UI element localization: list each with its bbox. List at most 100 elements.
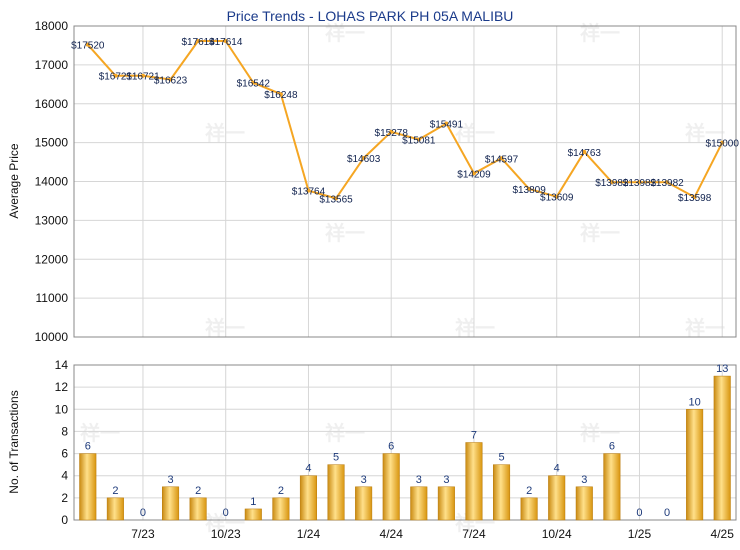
price-data-label: $13609 [540,193,574,204]
price-point [306,188,311,193]
transactions-y-tick-label: 0 [61,513,68,527]
price-y-axis-label: Average Price [7,143,21,218]
price-data-label: $15081 [402,135,436,146]
transaction-bar [272,497,290,521]
transaction-data-label: 5 [498,452,504,464]
transaction-bar [355,486,373,521]
price-data-label: $17614 [209,37,243,48]
price-data-label: $16623 [154,76,188,87]
watermark-text: 祥一 [455,121,495,145]
watermark-text: 祥一 [325,421,365,445]
price-series [85,39,725,201]
price-point [527,186,532,191]
transaction-bar [603,453,621,521]
transactions-y-axis-label: No. of Transactions [7,390,21,493]
price-point [609,180,614,185]
transaction-data-label: 3 [361,474,367,486]
price-point [334,196,339,201]
price-data-label: $14603 [347,154,381,165]
transaction-data-label: 2 [112,485,118,497]
watermark-text: 祥一 [80,421,120,445]
price-point [113,73,118,78]
price-y-tick-label: 15000 [35,136,69,150]
price-data-label: $13809 [512,185,546,196]
watermark-text: 祥一 [685,316,725,340]
transaction-bar [437,486,455,521]
x-tick-label: 7/24 [462,527,486,541]
price-data-label: $13565 [319,194,353,205]
transaction-data-label: 0 [664,507,670,519]
transaction-bar [162,486,180,521]
watermark-text: 祥一 [580,221,620,245]
transaction-bar [548,475,566,521]
x-tick-label: 1/25 [628,527,652,541]
transaction-data-label: 2 [195,485,201,497]
watermark-text: 祥一 [205,121,245,145]
price-point [140,73,145,78]
price-line [87,40,724,200]
price-y-tick-label: 14000 [35,175,69,189]
price-data-label: $14597 [485,154,519,165]
price-point [471,171,476,176]
price-data-labels: $17520$16721$16721$16623$17614$17614$165… [71,37,739,205]
x-tick-label: 4/25 [711,527,735,541]
price-y-axis-ticks: 10000 11000 12000 13000 14000 15000 16000 17000… [35,19,69,344]
transactions-y-tick-label: 12 [55,380,69,394]
price-point [637,180,642,185]
transaction-bar [79,453,97,521]
price-data-label: $16721 [126,72,160,83]
transactions-y-tick-label: 6 [61,447,68,461]
price-point [168,77,173,82]
transaction-data-label: 0 [636,507,642,519]
transaction-data-label: 2 [278,485,284,497]
price-data-label: $13598 [678,193,712,204]
transactions-data-labels: 6 2 0 3 2 0 1 2 4 5 3 6 3 3 7 5 2 4 3 6 0 0 10 13 [85,363,729,519]
chart-title: Price Trends - LOHAS PARK PH 05A MALIBU [227,8,514,24]
transaction-bar [493,464,511,521]
x-tick-label: 4/24 [380,527,404,541]
transaction-data-label: 2 [526,485,532,497]
transactions-y-tick-label: 4 [61,469,68,483]
price-point [554,194,559,199]
price-point [499,156,504,161]
price-data-label: $13982 [595,178,629,189]
price-point [85,42,90,47]
transaction-data-label: 7 [471,430,477,442]
watermark-text: 祥一 [325,221,365,245]
price-data-label: $15000 [706,139,740,150]
transaction-bar [189,497,207,521]
price-data-label: $13982 [650,178,684,189]
transaction-data-label: 5 [333,452,339,464]
transactions-y-tick-label: 2 [61,491,68,505]
transaction-data-label: 0 [140,507,146,519]
price-y-tick-label: 16000 [35,97,69,111]
transactions-plot-frame [73,364,737,521]
price-data-label: $13764 [292,187,326,198]
price-data-label: $14763 [568,148,602,159]
x-tick-label: 10/23 [211,527,241,541]
transaction-bar [244,508,262,521]
transactions-y-tick-label: 8 [61,424,68,438]
price-data-label: $15491 [430,120,464,131]
transaction-bar [520,497,538,521]
watermark-text: 祥一 [580,21,620,45]
price-point [361,156,366,161]
transaction-data-label: 6 [388,441,394,453]
watermark-text: 祥一 [685,121,725,145]
watermark-text: 祥一 [205,511,245,535]
transaction-data-label: 13 [716,363,728,375]
transaction-data-label: 6 [85,441,91,453]
transaction-bar [713,375,731,521]
price-y-tick-label: 13000 [35,213,69,227]
price-point [196,39,201,44]
price-data-label: $15278 [375,128,409,139]
price-data-label: $17520 [71,41,105,52]
price-data-label: $16721 [99,72,133,83]
x-tick-label: 10/24 [542,527,572,541]
transaction-data-label: 4 [554,463,560,475]
transactions-y-axis-ticks: 0 2 4 6 8 10 12 14 [55,358,69,527]
transaction-bar [299,475,317,521]
transactions-y-tick-label: 14 [55,358,69,372]
price-y-tick-label: 11000 [36,291,69,305]
